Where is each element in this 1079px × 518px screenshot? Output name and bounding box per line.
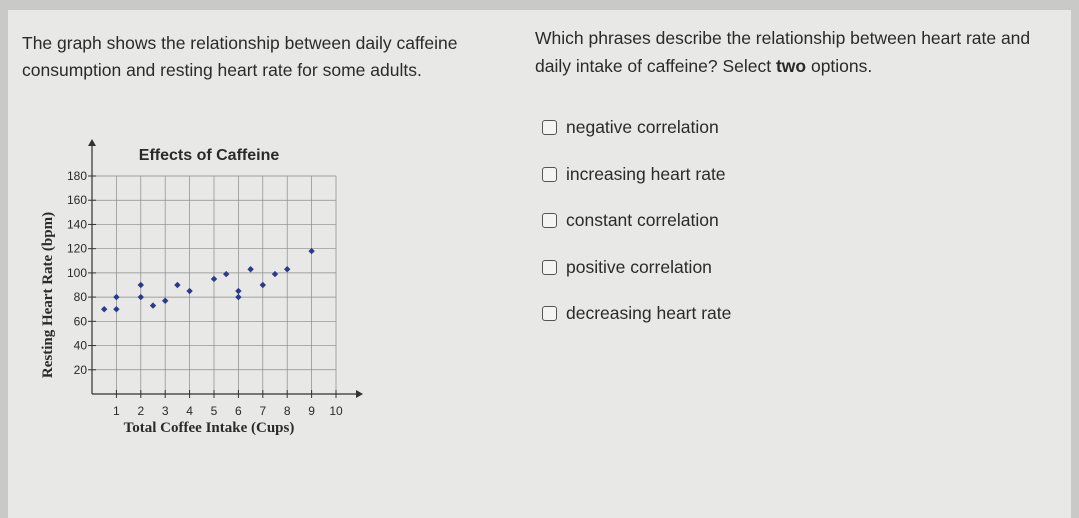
data-point: [137, 281, 144, 289]
data-point: [162, 297, 169, 304]
data-point: [223, 270, 230, 278]
data-point: [271, 270, 279, 278]
option-label: positive correlation: [566, 256, 712, 277]
option-label: increasing heart rate: [566, 163, 726, 184]
checkbox-icon[interactable]: [542, 212, 557, 228]
option-label: constant correlation: [566, 209, 719, 230]
intro-text: The graph shows the relationship between…: [22, 33, 458, 80]
data-point: [113, 306, 120, 313]
question-suffix: options.: [806, 56, 873, 76]
option-positive-correlation[interactable]: positive correlation: [542, 255, 712, 279]
option-negative-correlation[interactable]: negative correlation: [542, 115, 719, 139]
data-point: [235, 293, 242, 301]
option-label: negative correlation: [566, 116, 719, 137]
data-point: [186, 287, 193, 295]
checkbox-icon[interactable]: [542, 259, 557, 275]
x-tick-label: 5: [211, 404, 218, 418]
y-tick-label: 100: [67, 266, 87, 280]
question-text: Which phrases describe the relationship …: [535, 24, 1045, 80]
y-tick-label: 40: [74, 339, 88, 353]
checkbox-icon[interactable]: [542, 305, 557, 321]
y-tick-label: 160: [67, 193, 87, 207]
option-decreasing-heart-rate[interactable]: decreasing heart rate: [542, 301, 731, 325]
x-tick-label: 2: [137, 404, 144, 418]
chart-title: Effects of Caffeine: [139, 147, 280, 164]
option-constant-correlation[interactable]: constant correlation: [542, 208, 719, 232]
x-axis-arrow: [356, 390, 363, 398]
x-tick-label: 4: [186, 404, 193, 418]
x-tick-label: 7: [259, 404, 266, 418]
question-prefix: Which phrases describe the relationship …: [535, 28, 1031, 76]
question-emphasis: two: [775, 56, 807, 76]
data-point: [137, 293, 144, 301]
data-point: [113, 293, 120, 301]
data-point: [174, 281, 181, 289]
y-tick-label: 180: [67, 169, 87, 183]
x-tick-label: 9: [308, 404, 315, 418]
checkbox-icon[interactable]: [542, 119, 557, 135]
y-axis-arrow: [88, 139, 96, 146]
data-point: [101, 306, 108, 313]
x-tick-label: 8: [284, 404, 291, 418]
y-tick-label: 140: [67, 217, 87, 231]
option-increasing-heart-rate[interactable]: increasing heart rate: [542, 162, 726, 186]
data-point: [210, 275, 218, 283]
x-axis-label: Total Coffee Intake (Cups): [124, 420, 295, 436]
y-tick-label: 80: [74, 290, 88, 304]
data-point: [308, 247, 315, 255]
question-card: [8, 10, 1071, 518]
y-tick-label: 20: [74, 363, 88, 377]
data-point: [259, 281, 266, 289]
y-tick-label: 120: [67, 242, 87, 256]
x-tick-label: 6: [235, 404, 242, 418]
x-tick-label: 10: [329, 404, 343, 418]
data-point: [284, 266, 291, 273]
data-point: [235, 287, 242, 295]
data-point: [149, 302, 157, 309]
option-label: decreasing heart rate: [566, 302, 732, 323]
data-point: [247, 266, 254, 273]
checkbox-icon[interactable]: [542, 166, 557, 182]
x-tick-label: 3: [162, 404, 169, 418]
x-tick-label: 1: [113, 404, 120, 418]
y-tick-label: 60: [74, 314, 88, 328]
y-axis-label: Resting Heart Rate (bpm): [40, 212, 56, 378]
